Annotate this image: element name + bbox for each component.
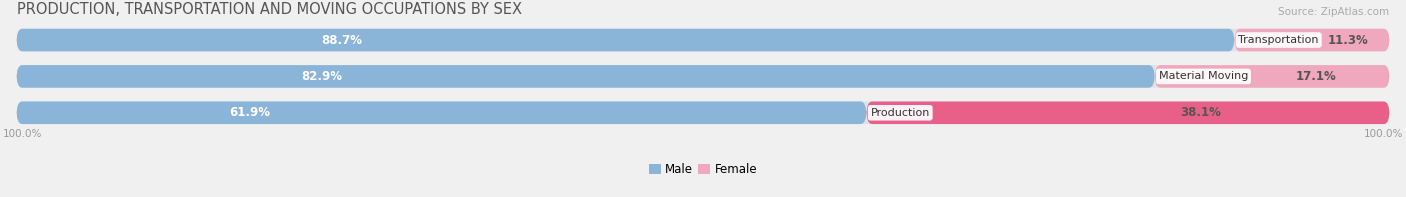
FancyBboxPatch shape xyxy=(17,65,1154,88)
Text: PRODUCTION, TRANSPORTATION AND MOVING OCCUPATIONS BY SEX: PRODUCTION, TRANSPORTATION AND MOVING OC… xyxy=(17,3,522,18)
Text: 38.1%: 38.1% xyxy=(1180,106,1222,119)
Text: Transportation: Transportation xyxy=(1239,35,1319,45)
Text: Source: ZipAtlas.com: Source: ZipAtlas.com xyxy=(1278,7,1389,18)
Text: 100.0%: 100.0% xyxy=(1364,129,1403,139)
FancyBboxPatch shape xyxy=(17,29,1234,51)
Text: 82.9%: 82.9% xyxy=(301,70,342,83)
Text: 11.3%: 11.3% xyxy=(1327,33,1368,46)
FancyBboxPatch shape xyxy=(17,101,1389,124)
FancyBboxPatch shape xyxy=(17,101,866,124)
Text: Material Moving: Material Moving xyxy=(1159,71,1249,81)
FancyBboxPatch shape xyxy=(1234,29,1389,51)
Legend: Male, Female: Male, Female xyxy=(644,158,762,181)
Text: 88.7%: 88.7% xyxy=(321,33,361,46)
FancyBboxPatch shape xyxy=(17,65,1389,88)
FancyBboxPatch shape xyxy=(866,101,1389,124)
Text: Production: Production xyxy=(870,108,929,118)
Text: 17.1%: 17.1% xyxy=(1295,70,1336,83)
FancyBboxPatch shape xyxy=(17,29,1389,51)
Text: 61.9%: 61.9% xyxy=(229,106,270,119)
Text: 100.0%: 100.0% xyxy=(3,129,42,139)
FancyBboxPatch shape xyxy=(1154,65,1389,88)
